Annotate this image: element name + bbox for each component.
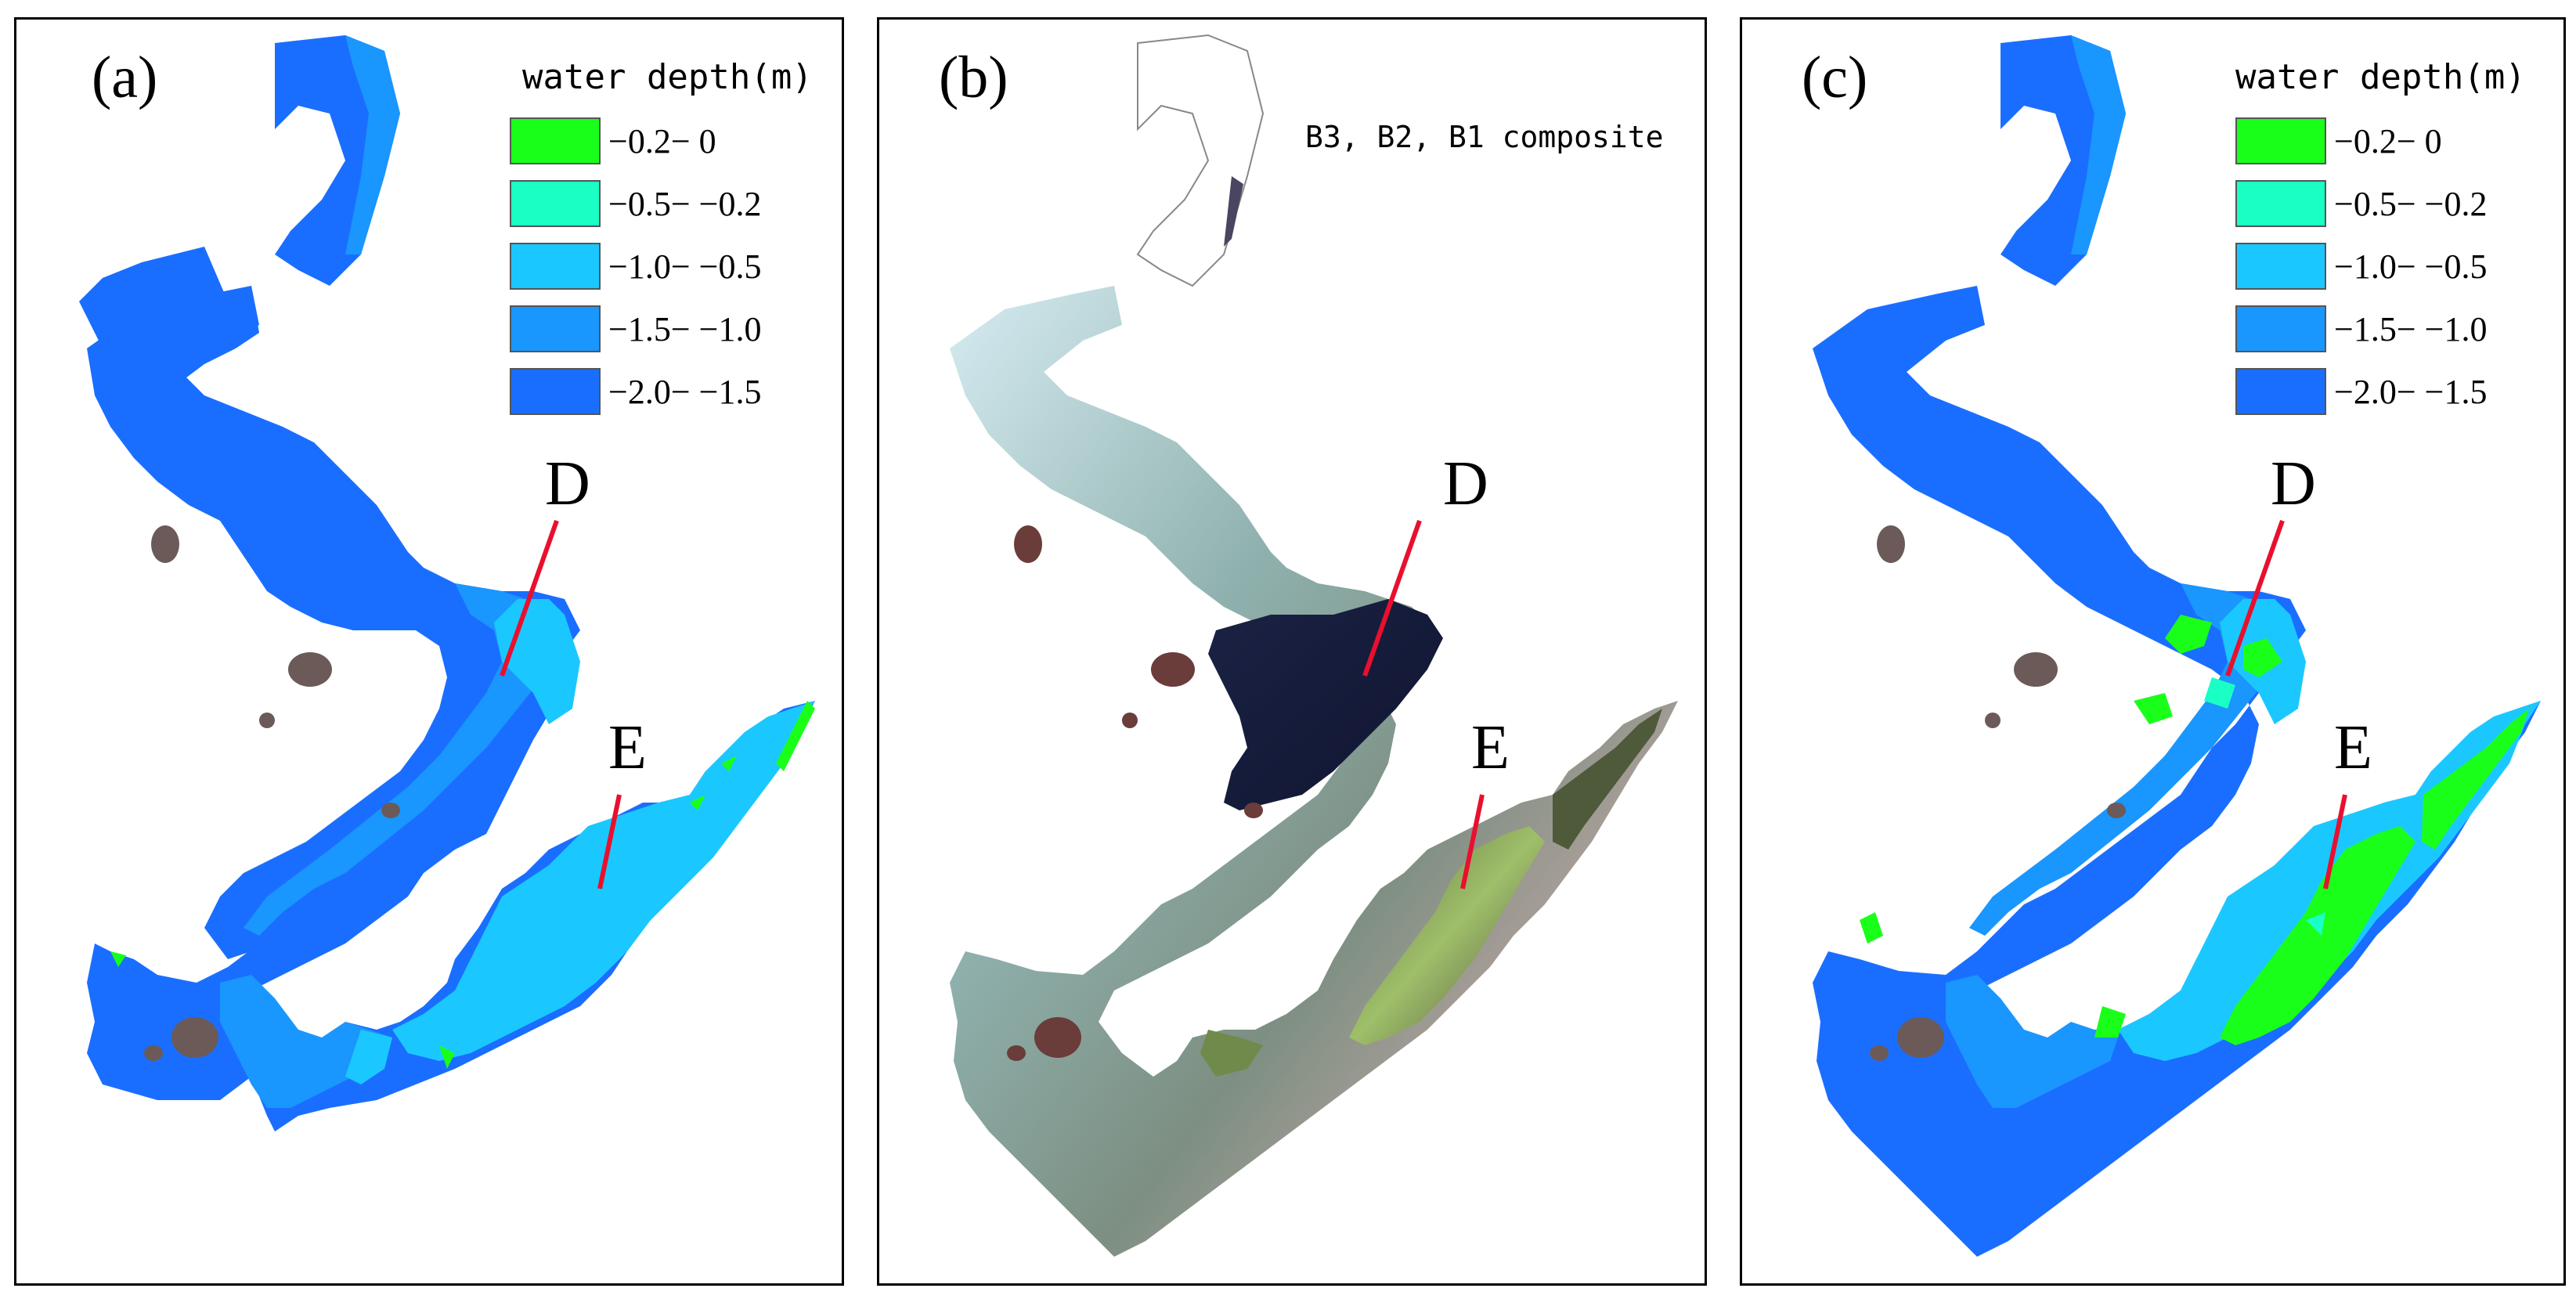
lake-upper-arm (87, 286, 580, 959)
island (2014, 652, 2058, 687)
legend-title: water depth(m) (2235, 57, 2526, 97)
vegetation-region-E (1349, 826, 1545, 1045)
island (144, 1045, 163, 1061)
legend-swatch (510, 117, 601, 164)
lake-shallow-green (1860, 615, 2529, 1045)
legend-item-label: −2.0− −1.5 (2334, 372, 2488, 411)
island (259, 713, 275, 728)
island (1870, 1045, 1889, 1061)
island (1151, 652, 1195, 687)
islands (1870, 525, 2126, 1061)
legend-item-label: −1.5− −1.0 (2334, 309, 2488, 348)
legend-item-label: −0.2− 0 (608, 121, 716, 161)
legend-item: −2.0− −1.5 (510, 360, 813, 423)
dark-water-region-D (1208, 599, 1443, 810)
legend-swatch (2235, 243, 2326, 290)
island (2107, 803, 2126, 818)
legend-item: −1.5− −1.0 (2235, 298, 2526, 360)
vegetation-shore (1200, 1030, 1263, 1077)
island (1244, 803, 1263, 818)
island (1985, 713, 2001, 728)
panel-label-b: (b) (939, 45, 1008, 110)
island (1877, 525, 1905, 563)
composite-label: B3, B2, B1 composite (1305, 120, 1664, 154)
legend-item: −0.5− −0.2 (2235, 172, 2526, 235)
upper-lake-outline (1136, 34, 1265, 287)
island (381, 803, 400, 818)
legend-item-label: −1.0− −0.5 (608, 247, 762, 286)
island (1014, 525, 1042, 563)
vegetation-strip-upper (1553, 709, 1662, 850)
legend-a: water depth(m) −0.2− 0 −0.5− −0.2 −1.0− … (510, 57, 813, 423)
legend-swatch (2235, 305, 2326, 352)
marker-label-d: D (2271, 449, 2316, 518)
legend-item-label: −0.5− −0.2 (2334, 184, 2488, 223)
legend-item-label: −1.0− −0.5 (2334, 247, 2488, 286)
marker-label-d: D (545, 449, 590, 518)
legend-item: −1.0− −0.5 (510, 235, 813, 298)
legend-swatch (2235, 368, 2326, 415)
lake-mid-band (1946, 35, 2290, 1108)
lake-mid-band (220, 35, 565, 1108)
legend-item: −2.0− −1.5 (2235, 360, 2526, 423)
legend-item-label: −0.5− −0.2 (608, 184, 762, 223)
marker-line-e (2323, 794, 2347, 889)
depth-map-c (1813, 35, 2541, 1257)
panel-a: (a) D E water depth(m) −0.2− 0 −0.5− −0.… (14, 17, 844, 1286)
marker-line-e (597, 794, 622, 889)
marker-label-e: E (608, 713, 647, 782)
island (1034, 1017, 1081, 1058)
island (171, 1017, 218, 1058)
marker-label-e: E (1471, 713, 1510, 782)
legend-swatch (510, 305, 601, 352)
marker-line-d (500, 520, 559, 677)
marker-line-d (2225, 520, 2285, 677)
legend-c: water depth(m) −0.2− 0 −0.5− −0.2 −1.0− … (2235, 57, 2526, 423)
islands (1007, 525, 1263, 1061)
panel-label-c: (c) (1802, 45, 1868, 110)
panel-label-a: (a) (92, 45, 158, 110)
marker-label-d: D (1443, 449, 1488, 518)
islands (144, 525, 400, 1061)
legend-item: −1.5− −1.0 (510, 298, 813, 360)
legend-swatch (2235, 180, 2326, 227)
lake-shallow-teal (2204, 677, 2325, 936)
legend-item: −0.5− −0.2 (510, 172, 813, 235)
legend-item: −0.2− 0 (2235, 110, 2526, 172)
depth-map-a (79, 35, 815, 1131)
legend-item: −0.2− 0 (510, 110, 813, 172)
panel-c: (c) D E water depth(m) −0.2− 0 −0.5− −0.… (1740, 17, 2566, 1286)
legend-item-label: −1.5− −1.0 (608, 309, 762, 348)
marker-label-e: E (2334, 713, 2372, 782)
satellite-composite-b (950, 34, 1678, 1257)
marker-line-d (1362, 520, 1422, 677)
legend-title: water depth(m) (522, 57, 813, 97)
marker-line-e (1460, 794, 1485, 889)
panel-b: (b) B3, B2, B1 composite D E (877, 17, 1707, 1286)
legend-swatch (510, 180, 601, 227)
lake-shallow-E (345, 599, 815, 1084)
legend-swatch (510, 243, 601, 290)
lake-imagery (950, 286, 1678, 1257)
legend-item-label: −2.0− −1.5 (608, 372, 762, 411)
lake-shallow-E (2118, 599, 2541, 1061)
legend-swatch (2235, 117, 2326, 164)
legend-item-label: −0.2− 0 (2334, 121, 2442, 161)
island (1007, 1045, 1026, 1061)
island (151, 525, 179, 563)
island (1122, 713, 1138, 728)
island (1897, 1017, 1944, 1058)
island (288, 652, 332, 687)
legend-item: −1.0− −0.5 (2235, 235, 2526, 298)
legend-swatch (510, 368, 601, 415)
upper-lake-dark-strip (1224, 176, 1243, 247)
